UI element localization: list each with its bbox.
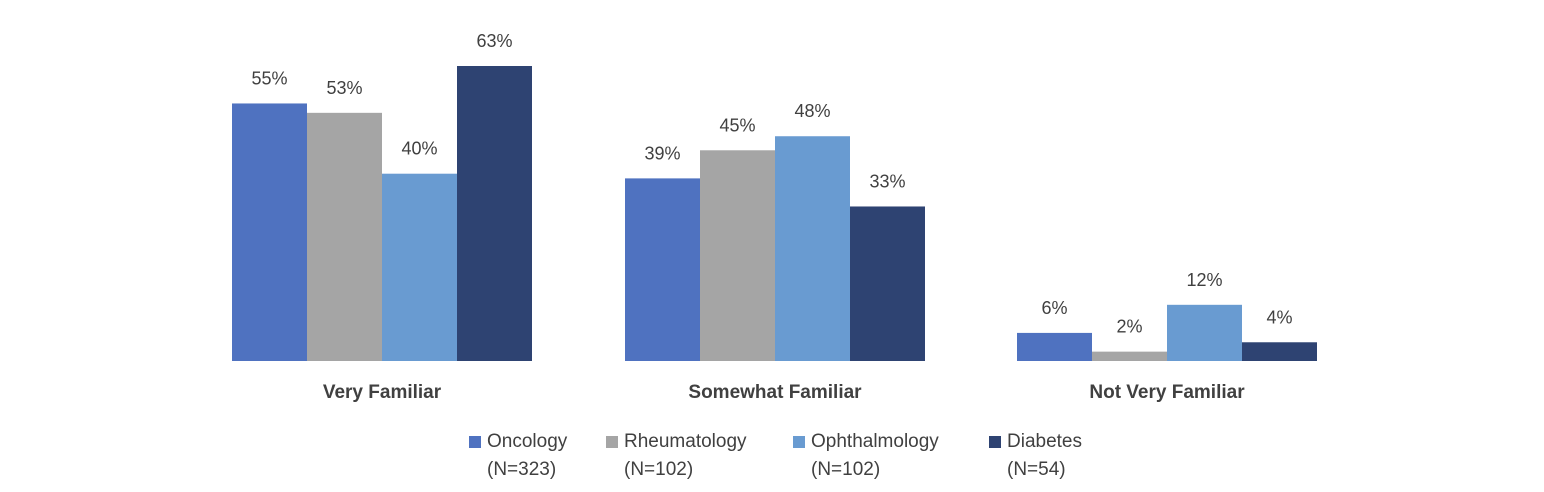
legend-sample-size-ophthalmology: (N=102) bbox=[811, 459, 881, 480]
bar-somewhat-familiar-diabetes bbox=[850, 206, 925, 361]
legend-item-diabetes: Diabetes (N=54) bbox=[989, 428, 1129, 484]
legend-item-rheumatology: Rheumatology (N=102) bbox=[606, 428, 793, 484]
legend-swatch-diabetes bbox=[989, 436, 1001, 448]
category-label-very-familiar: Very Familiar bbox=[323, 382, 442, 403]
data-label-somewhat-familiar-oncology: 39% bbox=[644, 143, 680, 163]
data-label-not-very-familiar-rheumatology: 2% bbox=[1116, 317, 1142, 337]
legend-sample-size-diabetes: (N=54) bbox=[1007, 459, 1066, 480]
data-label-very-familiar-diabetes: 63% bbox=[476, 31, 512, 51]
legend: Oncology (N=323) Rheumatology (N=102) Ophtha… bbox=[469, 428, 1129, 484]
legend-label-diabetes: Diabetes bbox=[1007, 431, 1082, 452]
data-label-not-very-familiar-ophthalmology: 12% bbox=[1186, 270, 1222, 290]
bar-somewhat-familiar-ophthalmology bbox=[775, 136, 850, 361]
data-label-somewhat-familiar-diabetes: 33% bbox=[869, 171, 905, 191]
bar-very-familiar-oncology bbox=[232, 103, 307, 361]
data-label-somewhat-familiar-rheumatology: 45% bbox=[719, 115, 755, 135]
category-label-somewhat-familiar: Somewhat Familiar bbox=[688, 382, 862, 403]
data-label-very-familiar-rheumatology: 53% bbox=[326, 78, 362, 98]
legend-swatch-oncology bbox=[469, 436, 481, 448]
bar-not-very-familiar-rheumatology bbox=[1092, 351, 1167, 361]
bar-not-very-familiar-diabetes bbox=[1242, 342, 1317, 361]
bar-not-very-familiar-oncology bbox=[1017, 332, 1092, 361]
bar-not-very-familiar-ophthalmology bbox=[1167, 304, 1242, 361]
legend-swatch-ophthalmology bbox=[793, 436, 805, 448]
bar-very-familiar-diabetes bbox=[457, 66, 532, 361]
data-label-very-familiar-oncology: 55% bbox=[251, 68, 287, 88]
legend-item-oncology: Oncology (N=323) bbox=[469, 428, 606, 484]
legend-label-oncology: Oncology bbox=[487, 431, 568, 452]
legend-item-ophthalmology: Ophthalmology (N=102) bbox=[793, 428, 989, 484]
legend-sample-size-rheumatology: (N=102) bbox=[624, 459, 694, 480]
data-label-very-familiar-ophthalmology: 40% bbox=[401, 139, 437, 159]
legend-sample-size-oncology: (N=323) bbox=[487, 459, 557, 480]
legend-label-ophthalmology: Ophthalmology bbox=[811, 431, 939, 452]
bar-somewhat-familiar-rheumatology bbox=[700, 150, 775, 361]
legend-swatch-rheumatology bbox=[606, 436, 618, 448]
data-label-not-very-familiar-diabetes: 4% bbox=[1266, 307, 1292, 327]
bar-somewhat-familiar-oncology bbox=[625, 178, 700, 361]
legend-label-rheumatology: Rheumatology bbox=[624, 431, 747, 452]
category-label-not-very-familiar: Not Very Familiar bbox=[1089, 382, 1245, 403]
data-label-not-very-familiar-oncology: 6% bbox=[1041, 298, 1067, 318]
data-label-somewhat-familiar-ophthalmology: 48% bbox=[794, 101, 830, 121]
bar-very-familiar-ophthalmology bbox=[382, 173, 457, 361]
bar-very-familiar-rheumatology bbox=[307, 112, 382, 361]
